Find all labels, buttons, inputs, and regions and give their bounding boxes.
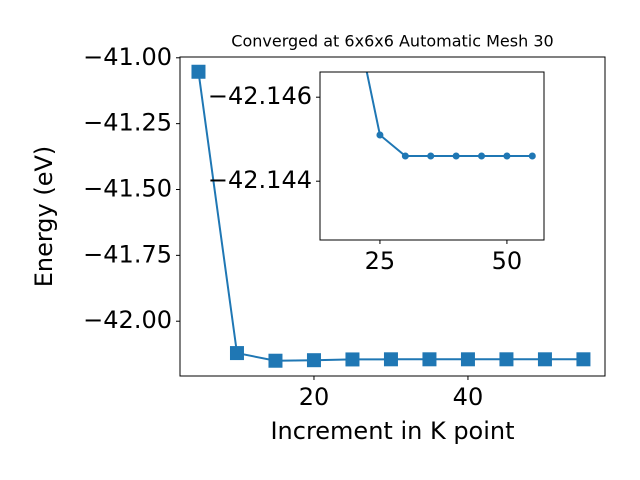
marker [345,352,360,367]
marker [503,152,511,160]
marker [191,64,206,79]
plot-layer [351,10,536,160]
plot-layer [191,64,591,368]
marker [376,131,384,139]
marker [229,346,244,361]
axes-frame [319,71,545,241]
marker [401,152,409,160]
y-tick-label: −41.50 [83,174,172,202]
marker [537,352,552,367]
x-tick-label: 40 [453,383,484,411]
marker [351,10,358,17]
marker [306,353,321,368]
y-tick-label: −42.00 [83,306,172,334]
marker [478,152,486,160]
chart-title: Converged at 6x6x6 Automatic Mesh 30 [231,32,553,51]
y-tick-label: −41.75 [83,240,172,268]
x-tick-label: 20 [299,383,330,411]
x-axis-label: Increment in K point [270,417,514,445]
marker [268,353,283,368]
marker [383,352,398,367]
marker [427,152,435,160]
x-tick-label: 50 [492,247,523,275]
y-tick-label: −42.146 [208,82,312,110]
marker [452,152,460,160]
marker [460,352,475,367]
marker [422,352,437,367]
y-tick-label: −42.144 [208,166,312,194]
axes-frame [179,56,606,377]
y-tick-label: −41.00 [83,43,172,71]
y-axis-label: Energy (eV) [30,146,58,288]
y-tick-label: −41.25 [83,109,172,137]
marker [499,352,514,367]
marker [528,152,536,160]
marker [576,352,591,367]
x-tick-label: 25 [365,247,396,275]
data-line [365,72,533,157]
